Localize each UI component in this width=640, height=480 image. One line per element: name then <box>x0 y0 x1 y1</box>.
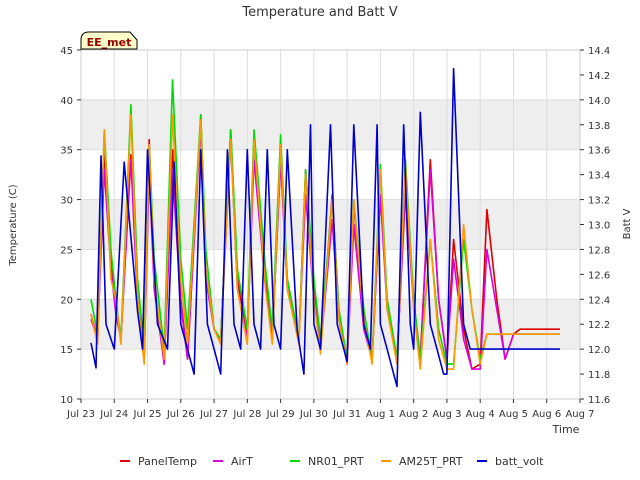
legend-label-nr01-prt: NR01_PRT <box>308 455 364 468</box>
y2-axis-label: Batt V <box>622 208 633 239</box>
y-tick-label: 40 <box>60 96 73 107</box>
y2-tick-label: 13.8 <box>588 121 610 132</box>
x-tick-label: Jul 31 <box>332 409 361 420</box>
plot-band <box>81 50 580 100</box>
y2-tick-label: 13.0 <box>588 221 610 232</box>
x-tick-label: Jul 24 <box>99 409 128 420</box>
legend-label-batt-volt: batt_volt <box>495 455 544 468</box>
legend-label-am25t-prt: AM25T_PRT <box>399 455 463 468</box>
chart-title: Temperature and Batt V <box>241 5 397 20</box>
series-layer <box>90 67 560 388</box>
y2-tick-label: 12.4 <box>588 295 610 306</box>
y-tick-label: 30 <box>60 196 73 207</box>
y-axis-label: Temperature (C) <box>8 184 19 266</box>
series-line-batt-volt <box>90 67 560 388</box>
y-tick-label: 20 <box>60 295 73 306</box>
legend-label-paneltemp: PanelTemp <box>138 455 197 468</box>
y-tick-label: 15 <box>60 345 73 356</box>
y2-tick-label: 12.0 <box>588 345 610 356</box>
x-tick-label: Jul 28 <box>232 409 261 420</box>
site-label-text: EE_met <box>87 36 132 49</box>
plot-band <box>81 249 580 300</box>
x-tick-label: Aug 3 <box>432 409 461 420</box>
y2-tick-label: 14.0 <box>588 96 610 107</box>
y2-tick-label: 12.6 <box>588 270 610 281</box>
y2-tick-label: 12.8 <box>588 245 610 256</box>
x-axis-label: Time <box>552 423 580 436</box>
y2-tick-label: 11.8 <box>588 370 610 381</box>
y2-tick-label: 12.2 <box>588 320 610 331</box>
legend: PanelTemp AirT NR01_PRT AM25T_PRT batt_volt <box>120 455 544 468</box>
y-axis-ticks: 10 15 20 25 30 35 40 45 <box>60 46 81 406</box>
x-tick-label: Aug 7 <box>565 409 594 420</box>
y-tick-label: 45 <box>60 46 73 57</box>
y2-tick-label: 14.2 <box>588 71 610 82</box>
y2-tick-label: 14.4 <box>588 46 610 57</box>
site-label-badge: EE_met <box>80 31 138 50</box>
x-tick-label: Jul 27 <box>199 409 228 420</box>
x-axis-ticks: Jul 23 Jul 24 Jul 25 Jul 26 Jul 27 Jul 28 Jul … <box>66 399 595 420</box>
legend-label-airt: AirT <box>231 455 253 468</box>
y2-tick-label: 13.4 <box>588 171 610 182</box>
y2-axis-ticks: 11.6 11.8 12.0 12.2 12.4 12.6 12.8 13.0 13.2 13.4… <box>580 46 610 406</box>
y-tick-label: 10 <box>60 395 73 406</box>
x-tick-label: Jul 30 <box>299 409 328 420</box>
y-tick-label: 35 <box>60 146 73 157</box>
y2-tick-label: 11.6 <box>588 395 610 406</box>
x-tick-label: Jul 25 <box>133 409 162 420</box>
x-tick-label: Aug 6 <box>532 409 561 420</box>
y2-tick-label: 13.2 <box>588 196 610 207</box>
x-tick-label: Jul 23 <box>66 409 95 420</box>
x-tick-label: Jul 29 <box>266 409 295 420</box>
plot-band <box>81 149 580 200</box>
y-tick-label: 25 <box>60 245 73 256</box>
x-tick-label: Aug 1 <box>366 409 395 420</box>
x-tick-label: Aug 2 <box>399 409 428 420</box>
y2-tick-label: 13.6 <box>588 146 610 157</box>
x-tick-label: Aug 4 <box>466 409 495 420</box>
x-tick-label: Jul 26 <box>166 409 195 420</box>
x-tick-label: Aug 5 <box>499 409 528 420</box>
